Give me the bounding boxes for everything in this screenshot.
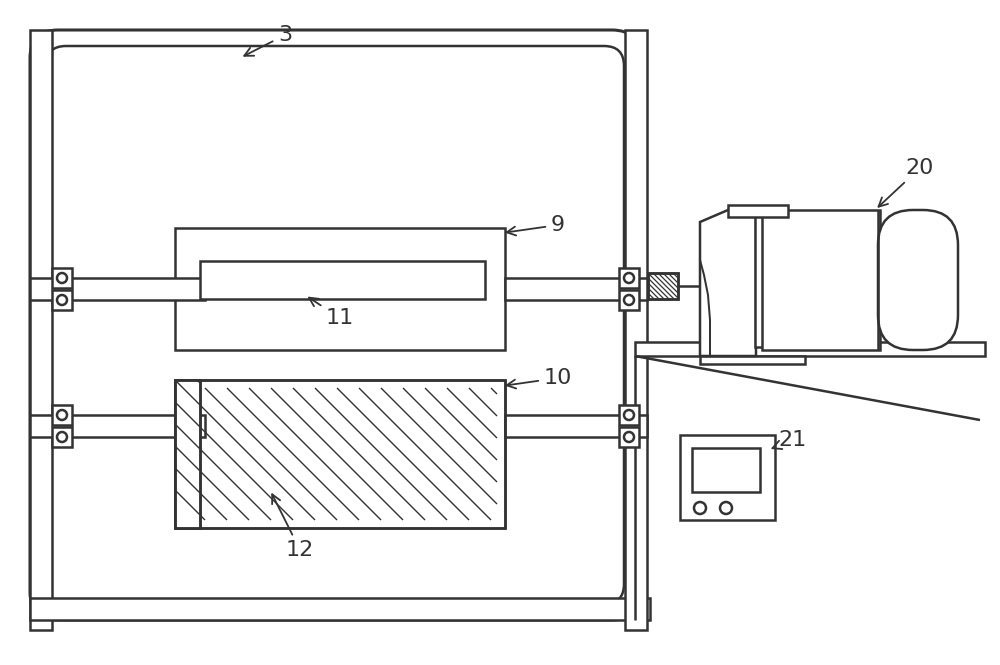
Bar	[175, 380, 505, 528]
Bar	[648, 273, 678, 299]
Bar	[52, 268, 72, 288]
Bar	[30, 30, 52, 630]
Circle shape	[624, 432, 634, 442]
Bar	[175, 380, 200, 528]
Bar	[619, 427, 639, 447]
Bar	[200, 261, 485, 299]
Text: 3: 3	[244, 25, 292, 56]
Bar	[648, 273, 678, 299]
Bar	[619, 268, 639, 288]
Bar	[692, 448, 760, 492]
Bar	[52, 290, 72, 310]
Bar	[728, 205, 788, 217]
Polygon shape	[700, 210, 756, 356]
Text: 21: 21	[772, 430, 807, 450]
Bar	[30, 278, 205, 300]
Bar	[635, 342, 985, 356]
Circle shape	[57, 273, 67, 283]
Bar	[755, 215, 763, 347]
FancyBboxPatch shape	[30, 30, 640, 620]
Bar	[625, 30, 647, 630]
Circle shape	[720, 502, 732, 514]
Bar	[505, 278, 647, 300]
Bar	[52, 427, 72, 447]
Bar	[700, 356, 805, 364]
Bar	[30, 598, 650, 620]
Bar	[175, 380, 505, 528]
Bar	[619, 405, 639, 425]
Bar	[762, 210, 880, 350]
Bar	[505, 415, 647, 437]
Bar	[175, 228, 505, 350]
Bar	[30, 415, 205, 437]
Circle shape	[57, 410, 67, 420]
Text: 9: 9	[507, 215, 565, 235]
Circle shape	[624, 295, 634, 305]
Bar	[175, 380, 200, 528]
Circle shape	[57, 295, 67, 305]
Bar	[619, 290, 639, 310]
Circle shape	[694, 502, 706, 514]
Text: 12: 12	[272, 494, 314, 560]
Circle shape	[624, 410, 634, 420]
FancyBboxPatch shape	[878, 210, 958, 350]
Bar	[52, 405, 72, 425]
Text: 20: 20	[879, 158, 934, 207]
Text: 10: 10	[507, 368, 572, 388]
Text: 11: 11	[309, 298, 354, 328]
Bar	[680, 435, 775, 520]
Circle shape	[57, 432, 67, 442]
Circle shape	[624, 273, 634, 283]
